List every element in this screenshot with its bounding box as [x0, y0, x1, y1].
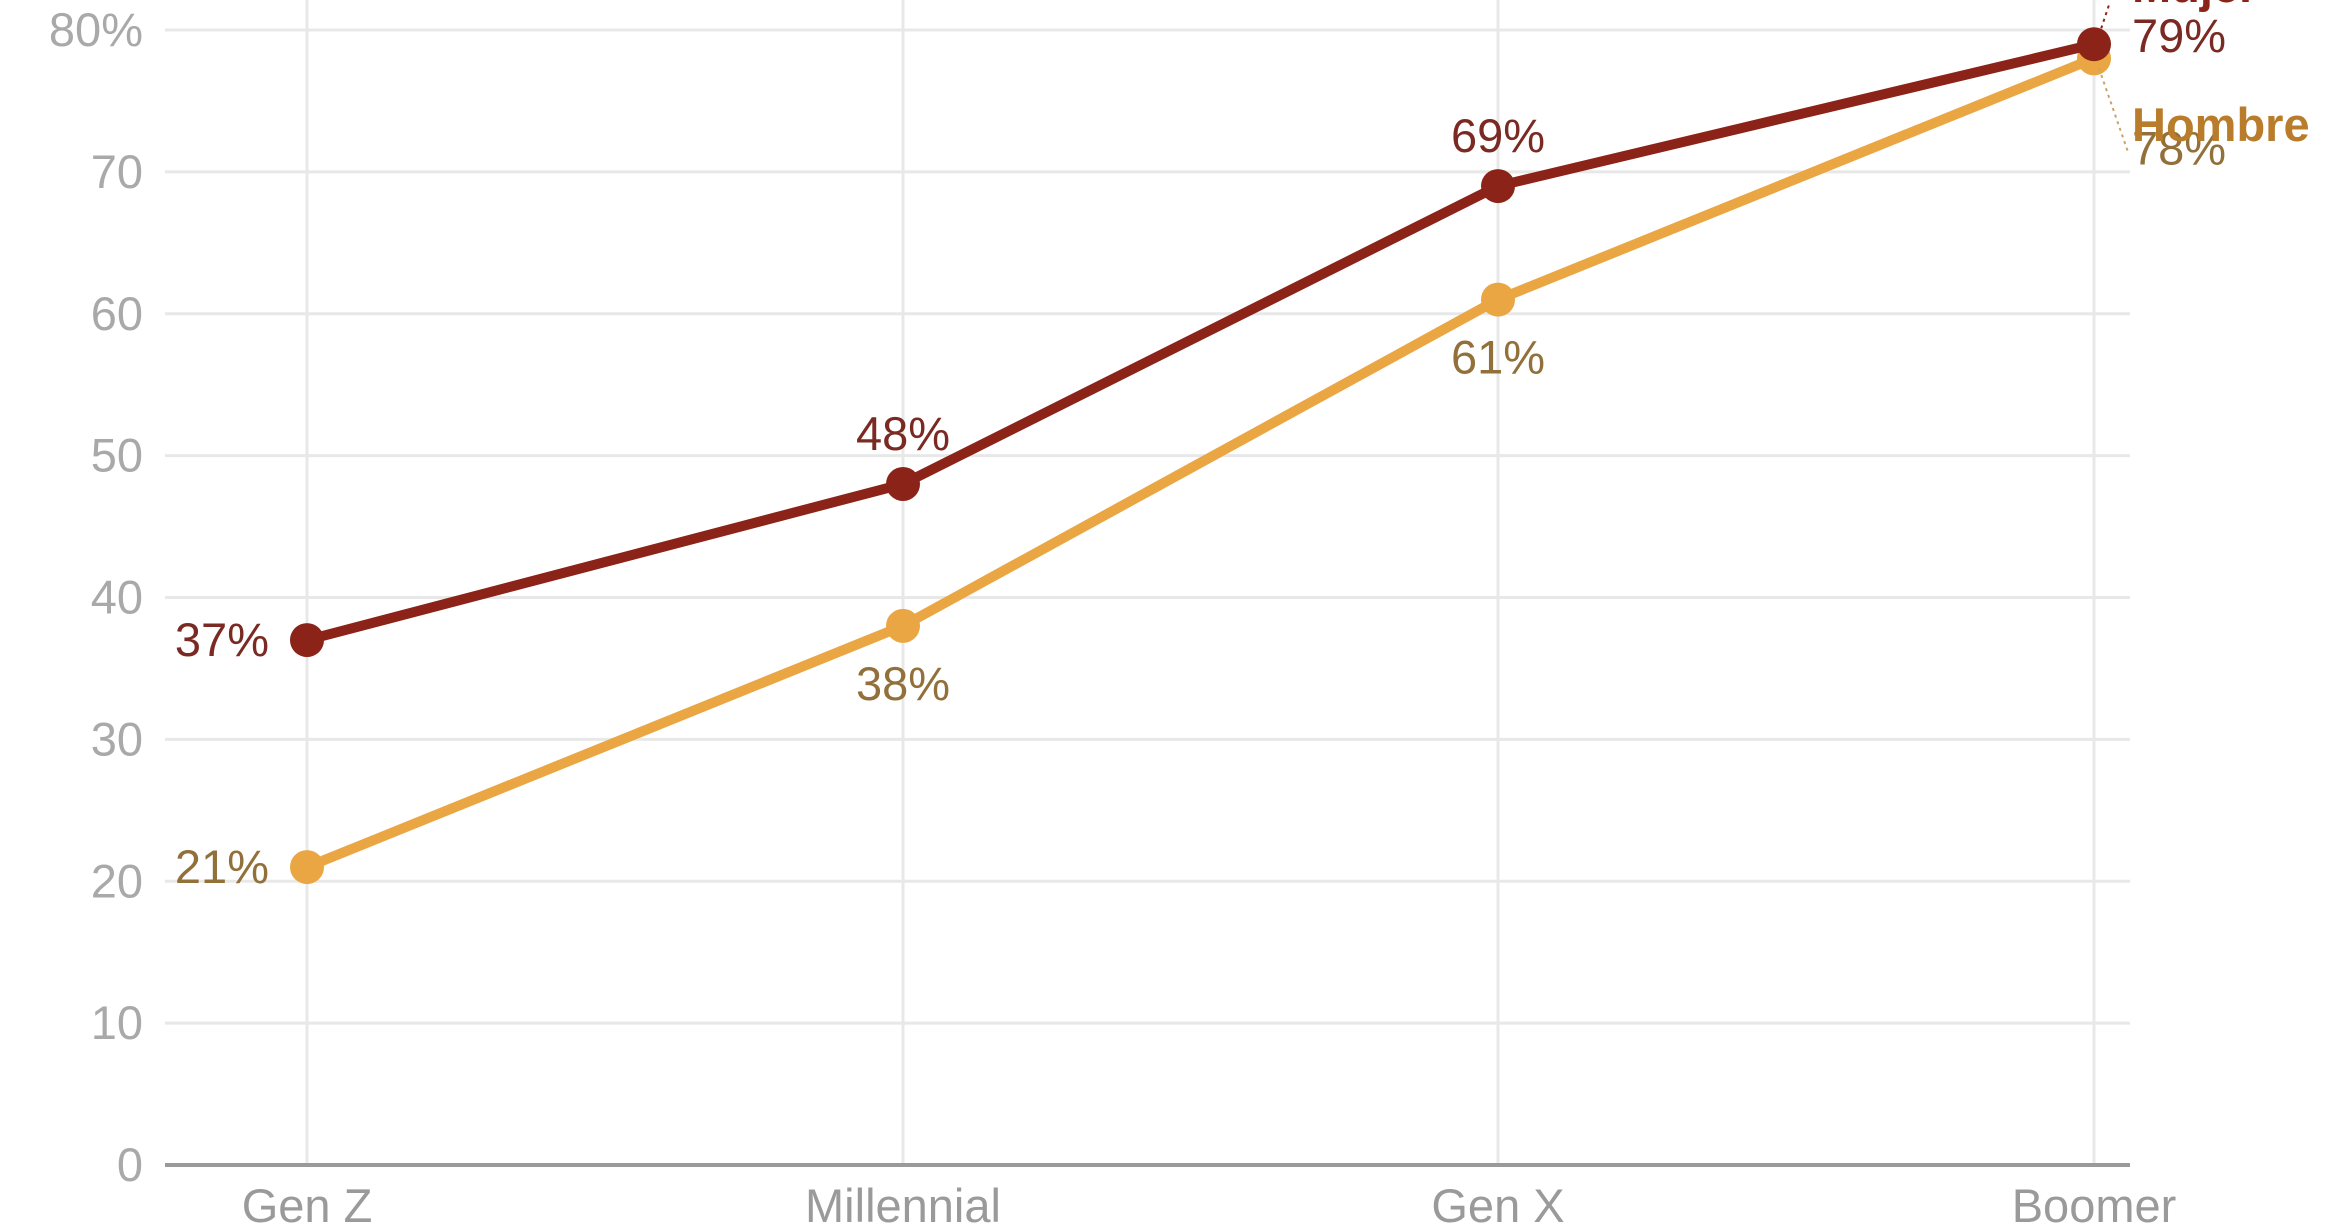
- data-label: 48%: [856, 407, 950, 460]
- gridlines: [165, 0, 2130, 1165]
- data-label: 21%: [175, 840, 269, 893]
- data-point: [1481, 282, 1515, 317]
- data-point: [1481, 169, 1515, 204]
- series-name-mujer-group: Mujer: [2098, 0, 2257, 36]
- y-tick-label: 70: [91, 145, 143, 198]
- y-tick-label: 50: [91, 429, 143, 482]
- series-mujer: 37% 48% 69% 79%: [175, 9, 2226, 666]
- x-axis-ticks: Gen Z Millennial Gen X Boomer: [242, 1179, 2177, 1230]
- data-point: [886, 608, 920, 643]
- y-tick-label: 30: [91, 712, 143, 765]
- x-tick-label: Boomer: [2012, 1179, 2177, 1230]
- data-point: [290, 623, 324, 658]
- series-name-mujer: Mujer: [2132, 0, 2257, 12]
- data-point: [2077, 27, 2111, 62]
- series-name-hombre-group: Hombre: [2098, 68, 2310, 153]
- data-point: [290, 850, 324, 885]
- annotation-leader: [2098, 1, 2111, 36]
- series-hombre: 21% 38% 61% 78%: [175, 41, 2226, 893]
- series-name-hombre: Hombre: [2132, 98, 2310, 151]
- x-tick-label: Gen Z: [242, 1179, 373, 1230]
- annotation-leader: [2098, 68, 2129, 153]
- series-line: [302, 53, 2099, 873]
- y-tick-label: 60: [91, 287, 143, 340]
- data-label: 79%: [2132, 9, 2226, 62]
- data-label: 38%: [856, 657, 950, 710]
- y-tick-label: 40: [91, 571, 143, 624]
- data-label: 78%: [2132, 121, 2226, 174]
- y-tick-label: 0: [117, 1138, 143, 1191]
- y-axis-ticks: 0 10 20 30 40 50 60 70 80%: [49, 3, 143, 1191]
- data-point: [886, 467, 920, 501]
- x-tick-label: Gen X: [1431, 1179, 1564, 1230]
- y-tick-label: 80%: [49, 3, 143, 56]
- data-label: 61%: [1451, 331, 1545, 384]
- x-tick-label: Millennial: [805, 1179, 1001, 1230]
- y-tick-label: 20: [91, 854, 143, 907]
- data-label: 69%: [1451, 109, 1545, 162]
- series-group: 21% 38% 61% 78% 37% 48% 69% 79%Mujer Hombre: [175, 0, 2310, 893]
- y-tick-label: 10: [91, 996, 143, 1049]
- data-label: 37%: [175, 613, 269, 666]
- series-line: [302, 39, 2099, 646]
